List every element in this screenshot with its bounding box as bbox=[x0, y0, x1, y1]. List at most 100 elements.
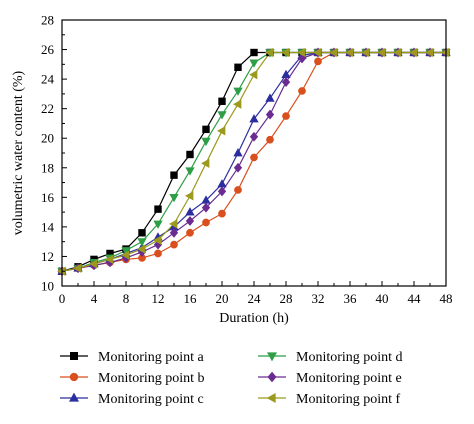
data-point bbox=[234, 63, 242, 71]
series-lines bbox=[61, 51, 446, 272]
legend-label: Monitoring point a bbox=[98, 350, 205, 365]
data-point bbox=[137, 238, 147, 247]
data-point bbox=[169, 227, 179, 238]
data-point bbox=[233, 148, 243, 157]
data-point bbox=[425, 47, 434, 58]
series-markers-2 bbox=[58, 48, 450, 276]
data-point bbox=[250, 48, 258, 57]
y-tick-label: 14 bbox=[41, 219, 55, 234]
y-tick-label: 26 bbox=[41, 42, 55, 57]
series-markers-5 bbox=[57, 47, 451, 277]
series-line-2 bbox=[61, 51, 446, 272]
data-point bbox=[281, 77, 291, 87]
data-point bbox=[266, 135, 274, 144]
data-point bbox=[345, 47, 354, 58]
legend-marker bbox=[266, 392, 276, 404]
data-point bbox=[185, 216, 195, 226]
data-point bbox=[234, 186, 242, 194]
data-point bbox=[265, 93, 275, 102]
data-point bbox=[217, 111, 227, 120]
data-point bbox=[249, 70, 258, 80]
x-axis-ticks: 0 4 8 12 16 20 24 28 32 36 40 44 48 bbox=[59, 281, 453, 306]
data-point bbox=[218, 97, 226, 105]
data-point bbox=[393, 47, 402, 58]
data-point bbox=[233, 99, 242, 109]
data-point bbox=[217, 179, 227, 188]
data-point bbox=[377, 47, 386, 58]
y-axis-title: volumetric water content (%) bbox=[11, 70, 26, 235]
data-point bbox=[217, 126, 226, 136]
data-point bbox=[154, 249, 162, 258]
data-point bbox=[73, 263, 82, 273]
data-point bbox=[170, 240, 178, 249]
data-point bbox=[249, 114, 259, 123]
data-point bbox=[185, 191, 194, 201]
x-tick-label: 8 bbox=[123, 291, 130, 306]
legend-label: Monitoring point c bbox=[98, 392, 204, 407]
data-point bbox=[361, 47, 370, 58]
legend-marker bbox=[266, 352, 278, 362]
data-point bbox=[121, 250, 130, 260]
series-markers-4 bbox=[57, 49, 451, 277]
legend-marker bbox=[267, 371, 277, 383]
y-tick-label: 16 bbox=[41, 190, 55, 205]
data-point bbox=[313, 47, 322, 58]
data-point bbox=[409, 47, 418, 58]
legend-item-2: Monitoring point b bbox=[60, 371, 205, 386]
legend-label: Monitoring point b bbox=[98, 371, 205, 386]
legend-item-1: Monitoring point a bbox=[60, 350, 205, 365]
data-point bbox=[281, 47, 290, 58]
legend-label: Monitoring point f bbox=[296, 392, 401, 407]
data-point bbox=[170, 171, 178, 179]
x-axis-title: Duration (h) bbox=[219, 311, 289, 326]
x-tick-label: 24 bbox=[248, 291, 262, 306]
y-tick-label: 24 bbox=[41, 72, 55, 87]
legend-item-4: Monitoring point d bbox=[258, 350, 403, 365]
legend-label: Monitoring point e bbox=[296, 371, 402, 386]
data-point bbox=[249, 59, 259, 68]
data-point bbox=[186, 228, 194, 237]
data-point bbox=[201, 202, 211, 213]
data-point bbox=[265, 47, 274, 58]
y-tick-label: 10 bbox=[41, 279, 54, 294]
data-point bbox=[249, 131, 259, 142]
data-point bbox=[137, 244, 146, 254]
series-markers bbox=[57, 47, 451, 277]
x-tick-label: 12 bbox=[152, 291, 165, 306]
data-point bbox=[217, 186, 227, 197]
x-tick-label: 16 bbox=[184, 291, 198, 306]
x-tick-label: 20 bbox=[216, 291, 229, 306]
x-tick-label: 44 bbox=[408, 291, 422, 306]
data-point bbox=[233, 87, 243, 96]
series-line-4 bbox=[61, 51, 446, 272]
data-point bbox=[153, 220, 163, 229]
y-tick-label: 12 bbox=[41, 249, 54, 264]
data-point bbox=[265, 109, 275, 120]
data-point bbox=[201, 137, 211, 147]
data-point bbox=[169, 219, 178, 229]
y-tick-label: 18 bbox=[41, 160, 54, 175]
data-point bbox=[185, 207, 195, 216]
series-line-6 bbox=[61, 51, 446, 272]
data-point bbox=[250, 153, 258, 162]
data-point bbox=[218, 209, 226, 218]
data-point bbox=[89, 259, 98, 269]
data-point bbox=[202, 218, 210, 227]
x-tick-label: 28 bbox=[280, 291, 293, 306]
series-line-5 bbox=[61, 51, 446, 272]
x-tick-label: 4 bbox=[91, 291, 98, 306]
series-line-3 bbox=[61, 51, 446, 272]
data-point bbox=[154, 205, 162, 213]
data-point bbox=[298, 87, 306, 95]
legend-item-6: Monitoring point f bbox=[258, 392, 401, 407]
y-tick-label: 28 bbox=[41, 13, 54, 28]
data-point bbox=[233, 162, 243, 173]
legend: Monitoring point a Monitoring point b Moni… bbox=[60, 350, 403, 407]
legend-marker bbox=[69, 372, 79, 382]
series-markers-6 bbox=[57, 47, 450, 276]
x-tick-label: 40 bbox=[376, 291, 389, 306]
series-markers-1 bbox=[58, 48, 450, 275]
legend-item-3: Monitoring point c bbox=[60, 392, 204, 407]
x-tick-label: 32 bbox=[312, 291, 325, 306]
